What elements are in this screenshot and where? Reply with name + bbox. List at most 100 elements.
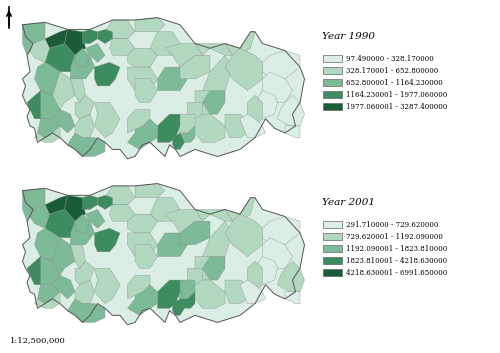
Polygon shape bbox=[165, 209, 202, 233]
Polygon shape bbox=[70, 55, 94, 79]
Polygon shape bbox=[262, 216, 300, 245]
FancyBboxPatch shape bbox=[322, 55, 342, 62]
Polygon shape bbox=[34, 62, 64, 95]
Polygon shape bbox=[105, 20, 135, 39]
Polygon shape bbox=[52, 109, 75, 133]
Polygon shape bbox=[255, 91, 278, 119]
Polygon shape bbox=[225, 198, 255, 221]
Polygon shape bbox=[262, 238, 292, 268]
Polygon shape bbox=[150, 32, 180, 55]
Polygon shape bbox=[40, 257, 60, 285]
Polygon shape bbox=[202, 55, 232, 95]
Polygon shape bbox=[64, 195, 86, 221]
Polygon shape bbox=[202, 221, 232, 261]
Polygon shape bbox=[188, 114, 225, 142]
Polygon shape bbox=[135, 245, 158, 268]
Polygon shape bbox=[34, 228, 64, 261]
Polygon shape bbox=[172, 133, 184, 149]
Polygon shape bbox=[202, 91, 225, 114]
Polygon shape bbox=[75, 280, 94, 304]
Polygon shape bbox=[176, 114, 195, 133]
FancyBboxPatch shape bbox=[322, 67, 342, 74]
Polygon shape bbox=[75, 114, 94, 138]
FancyBboxPatch shape bbox=[322, 79, 342, 86]
Polygon shape bbox=[128, 48, 158, 67]
FancyBboxPatch shape bbox=[322, 233, 342, 240]
Polygon shape bbox=[278, 261, 304, 292]
Polygon shape bbox=[180, 119, 195, 142]
FancyBboxPatch shape bbox=[322, 245, 342, 252]
Polygon shape bbox=[188, 102, 202, 119]
Polygon shape bbox=[38, 119, 60, 138]
Text: 291.710000 - 729.620000: 291.710000 - 729.620000 bbox=[346, 221, 438, 228]
Text: 1192.090001 - 1823.810000: 1192.090001 - 1823.810000 bbox=[346, 245, 447, 252]
Polygon shape bbox=[285, 292, 300, 304]
FancyBboxPatch shape bbox=[322, 103, 342, 110]
Polygon shape bbox=[70, 221, 94, 245]
Polygon shape bbox=[128, 275, 150, 299]
Polygon shape bbox=[110, 205, 135, 221]
Polygon shape bbox=[128, 285, 158, 315]
Text: 1977.060001 - 3287.400000: 1977.060001 - 3287.400000 bbox=[346, 103, 447, 110]
FancyBboxPatch shape bbox=[322, 257, 342, 264]
Polygon shape bbox=[22, 188, 45, 221]
Polygon shape bbox=[195, 209, 232, 221]
Polygon shape bbox=[128, 233, 158, 257]
Polygon shape bbox=[262, 50, 300, 79]
Polygon shape bbox=[180, 221, 210, 245]
Polygon shape bbox=[86, 43, 105, 62]
Polygon shape bbox=[262, 72, 292, 102]
Text: 97.490000 - 328.170000: 97.490000 - 328.170000 bbox=[346, 55, 434, 62]
Polygon shape bbox=[195, 43, 232, 55]
Polygon shape bbox=[202, 257, 225, 280]
Polygon shape bbox=[70, 245, 86, 268]
Polygon shape bbox=[248, 261, 262, 292]
Polygon shape bbox=[22, 18, 304, 159]
Polygon shape bbox=[52, 275, 75, 299]
Polygon shape bbox=[285, 126, 300, 138]
Polygon shape bbox=[135, 79, 158, 102]
Polygon shape bbox=[255, 257, 278, 285]
Polygon shape bbox=[176, 280, 195, 299]
Polygon shape bbox=[225, 48, 262, 91]
Polygon shape bbox=[135, 18, 165, 32]
Polygon shape bbox=[40, 91, 60, 119]
Polygon shape bbox=[165, 43, 202, 67]
Text: Year 2001: Year 2001 bbox=[322, 198, 376, 207]
Polygon shape bbox=[45, 43, 75, 72]
Text: Year 1990: Year 1990 bbox=[322, 32, 376, 41]
Polygon shape bbox=[30, 39, 50, 62]
Polygon shape bbox=[225, 280, 248, 304]
Polygon shape bbox=[158, 280, 180, 308]
Polygon shape bbox=[75, 48, 90, 67]
Polygon shape bbox=[128, 119, 158, 149]
Polygon shape bbox=[75, 261, 94, 285]
Polygon shape bbox=[172, 299, 184, 315]
Polygon shape bbox=[34, 292, 60, 308]
Polygon shape bbox=[158, 114, 180, 142]
Polygon shape bbox=[135, 184, 165, 198]
Polygon shape bbox=[94, 268, 120, 304]
Polygon shape bbox=[45, 209, 75, 238]
Polygon shape bbox=[128, 67, 158, 91]
Polygon shape bbox=[94, 102, 120, 138]
Polygon shape bbox=[64, 29, 86, 55]
FancyBboxPatch shape bbox=[322, 221, 342, 228]
Text: 328.170001 - 652.800000: 328.170001 - 652.800000 bbox=[346, 67, 438, 74]
Polygon shape bbox=[45, 29, 68, 48]
FancyBboxPatch shape bbox=[322, 91, 342, 98]
Polygon shape bbox=[94, 228, 120, 252]
Polygon shape bbox=[248, 95, 262, 126]
Text: 729.620001 - 1192.090000: 729.620001 - 1192.090000 bbox=[346, 233, 442, 240]
Polygon shape bbox=[22, 22, 45, 55]
Polygon shape bbox=[158, 233, 188, 257]
Polygon shape bbox=[52, 238, 75, 275]
Polygon shape bbox=[68, 299, 105, 322]
Polygon shape bbox=[225, 32, 255, 55]
Polygon shape bbox=[188, 280, 225, 308]
Polygon shape bbox=[94, 62, 120, 86]
Polygon shape bbox=[150, 198, 180, 221]
Polygon shape bbox=[128, 214, 158, 233]
Polygon shape bbox=[158, 67, 188, 91]
Polygon shape bbox=[188, 268, 202, 285]
